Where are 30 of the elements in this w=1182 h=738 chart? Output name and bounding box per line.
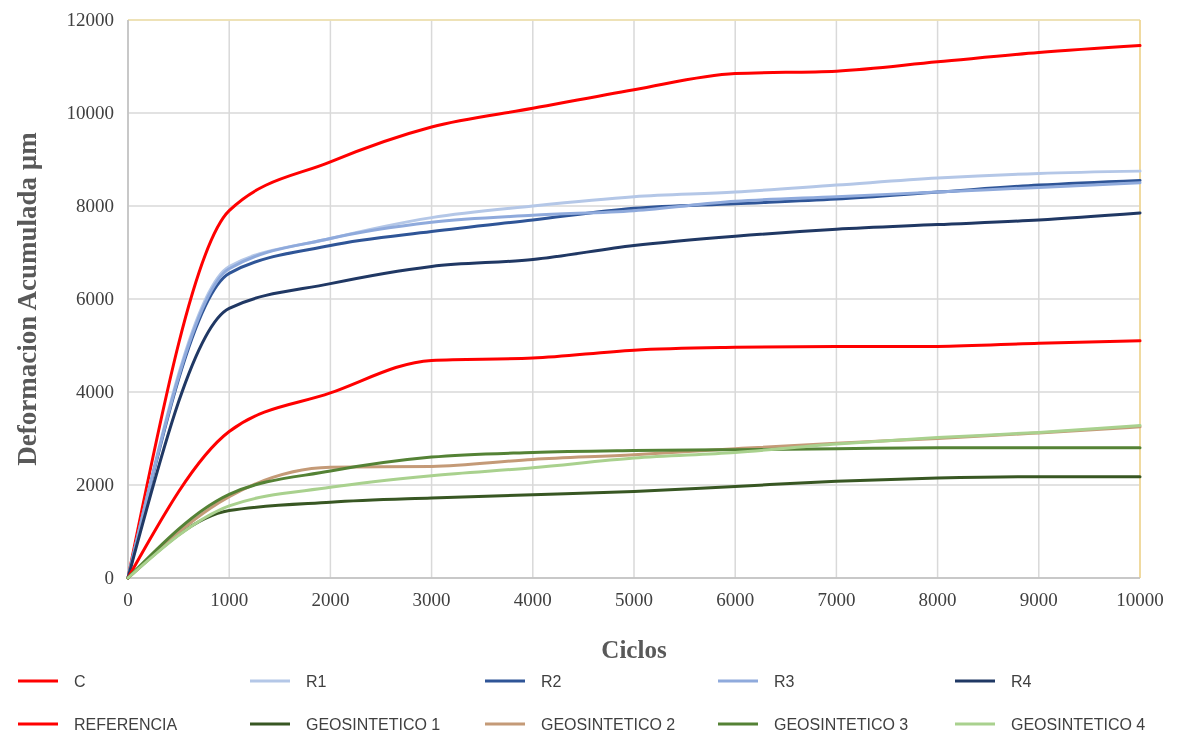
- x-tick-label: 3000: [412, 589, 451, 610]
- x-tick-label: 5000: [615, 589, 653, 610]
- legend-label: GEOSINTETICO 4: [1011, 716, 1146, 733]
- y-axis-title: Deformacion Acumulada µm: [12, 131, 42, 466]
- legend-label: C: [74, 673, 86, 690]
- x-tick-label: 7000: [817, 589, 856, 610]
- legend-label: GEOSINTETICO 2: [541, 716, 676, 733]
- x-tick-label: 10000: [1116, 589, 1164, 610]
- y-tick-label: 10000: [66, 102, 114, 123]
- legend-label: R2: [541, 673, 562, 690]
- legend-label: R1: [306, 673, 327, 690]
- y-tick-label: 12000: [66, 9, 114, 30]
- legend-label: REFERENCIA: [74, 716, 178, 733]
- x-tick-label: 2000: [311, 589, 350, 610]
- x-tick-label: 9000: [1019, 589, 1058, 610]
- x-axis-title: Ciclos: [601, 636, 667, 663]
- y-tick-label: 0: [104, 567, 114, 588]
- x-tick-label: 0: [123, 589, 133, 610]
- legend-label: R3: [774, 673, 795, 690]
- y-tick-label: 4000: [76, 381, 114, 402]
- x-tick-label: 6000: [716, 589, 755, 610]
- x-tick-label: 4000: [513, 589, 552, 610]
- y-tick-label: 2000: [76, 474, 114, 495]
- y-tick-label: 8000: [76, 195, 114, 216]
- legend-label: GEOSINTETICO 3: [774, 716, 909, 733]
- x-tick-label: 8000: [918, 589, 957, 610]
- y-tick-label: 6000: [76, 288, 114, 309]
- legend-label: GEOSINTETICO 1: [306, 716, 441, 733]
- x-tick-label: 1000: [210, 589, 249, 610]
- legend-label: R4: [1011, 673, 1032, 690]
